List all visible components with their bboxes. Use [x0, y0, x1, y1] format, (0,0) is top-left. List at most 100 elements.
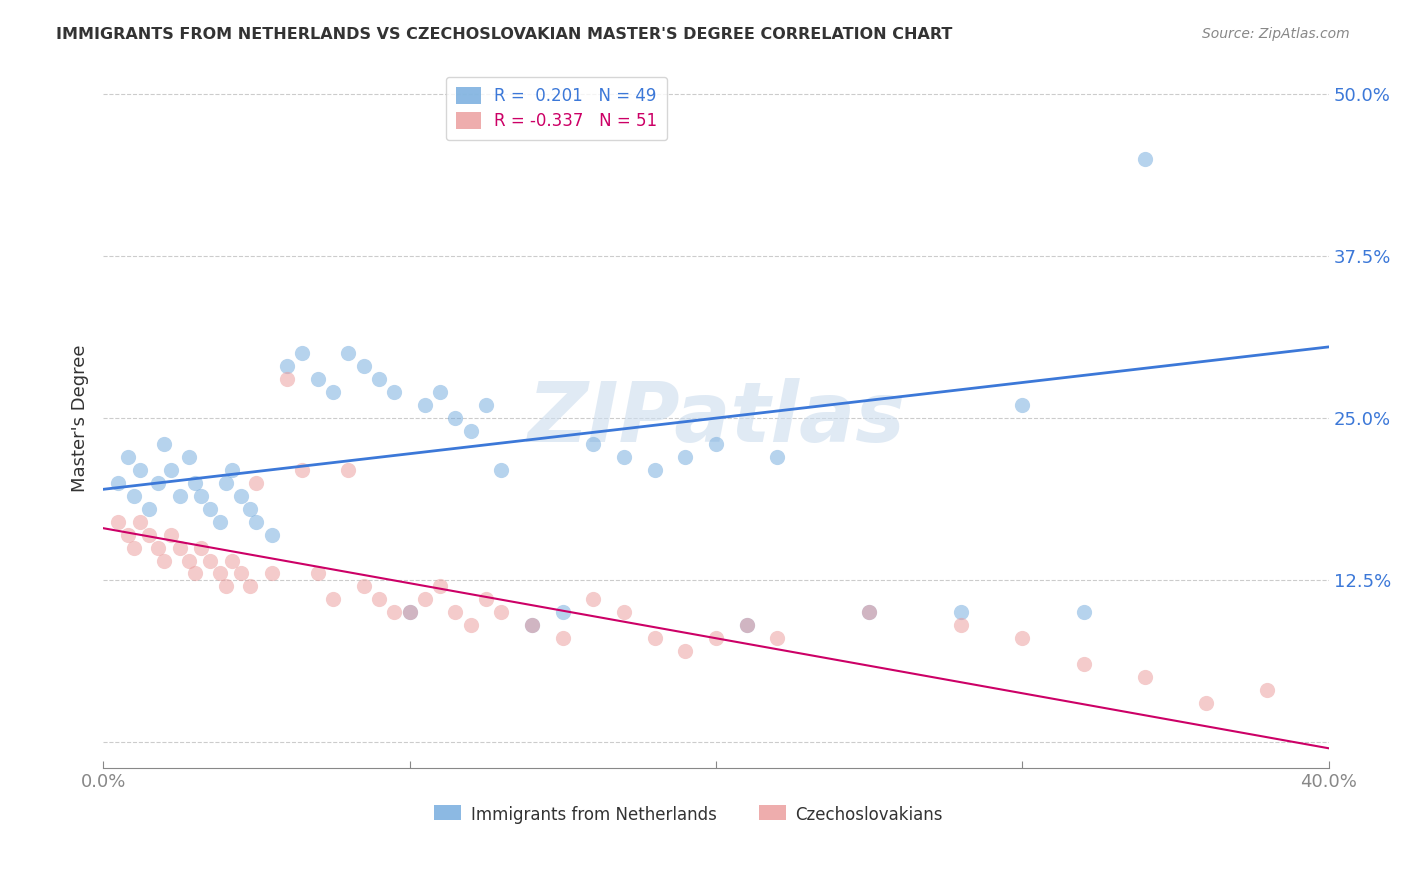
Point	[413, 398, 436, 412]
Point	[138, 501, 160, 516]
Point	[107, 515, 129, 529]
Point	[208, 515, 231, 529]
Point	[184, 475, 207, 490]
Point	[129, 463, 152, 477]
Point	[291, 463, 314, 477]
Point	[260, 566, 283, 581]
Point	[644, 631, 666, 645]
Point	[460, 618, 482, 632]
Point	[169, 489, 191, 503]
Point	[950, 605, 973, 619]
Point	[704, 631, 727, 645]
Point	[704, 437, 727, 451]
Point	[367, 592, 389, 607]
Point	[129, 515, 152, 529]
Legend: R =  0.201   N = 49, R = -0.337   N = 51: R = 0.201 N = 49, R = -0.337 N = 51	[446, 77, 668, 140]
Point	[858, 605, 880, 619]
Point	[122, 489, 145, 503]
Point	[673, 644, 696, 658]
Point	[229, 566, 252, 581]
Point	[766, 450, 789, 464]
Point	[613, 605, 636, 619]
Text: Source: ZipAtlas.com: Source: ZipAtlas.com	[1202, 27, 1350, 41]
Point	[551, 631, 574, 645]
Point	[475, 592, 498, 607]
Point	[429, 579, 451, 593]
Point	[122, 541, 145, 555]
Point	[1073, 605, 1095, 619]
Point	[429, 385, 451, 400]
Point	[190, 541, 212, 555]
Point	[337, 463, 360, 477]
Point	[520, 618, 543, 632]
Point	[950, 618, 973, 632]
Point	[200, 553, 222, 567]
Point	[1011, 398, 1033, 412]
Point	[766, 631, 789, 645]
Point	[307, 566, 329, 581]
Bar	[434, 805, 461, 820]
Text: ZIPatlas: ZIPatlas	[527, 377, 905, 458]
Text: IMMIGRANTS FROM NETHERLANDS VS CZECHOSLOVAKIAN MASTER'S DEGREE CORRELATION CHART: IMMIGRANTS FROM NETHERLANDS VS CZECHOSLO…	[56, 27, 953, 42]
Point	[159, 527, 181, 541]
Point	[413, 592, 436, 607]
Point	[444, 411, 467, 425]
Point	[735, 618, 758, 632]
Point	[858, 605, 880, 619]
Point	[491, 605, 513, 619]
Point	[153, 553, 176, 567]
Point	[582, 437, 605, 451]
Point	[117, 450, 139, 464]
Point	[491, 463, 513, 477]
Point	[353, 579, 375, 593]
Point	[117, 527, 139, 541]
Point	[190, 489, 212, 503]
Point	[1133, 670, 1156, 684]
Point	[460, 424, 482, 438]
Point	[1073, 657, 1095, 672]
Point	[367, 372, 389, 386]
Point	[1011, 631, 1033, 645]
Point	[245, 515, 267, 529]
Point	[644, 463, 666, 477]
Point	[382, 605, 405, 619]
Text: Immigrants from Netherlands: Immigrants from Netherlands	[471, 806, 717, 824]
Point	[398, 605, 420, 619]
Point	[1195, 696, 1218, 710]
Point	[184, 566, 207, 581]
Point	[159, 463, 181, 477]
Point	[322, 592, 344, 607]
Point	[239, 501, 262, 516]
Point	[291, 346, 314, 360]
Text: Czechoslovakians: Czechoslovakians	[796, 806, 943, 824]
Point	[322, 385, 344, 400]
Point	[735, 618, 758, 632]
Point	[276, 372, 298, 386]
Point	[673, 450, 696, 464]
Point	[153, 437, 176, 451]
Bar	[759, 805, 786, 820]
Point	[138, 527, 160, 541]
Point	[1256, 683, 1278, 698]
Point	[1133, 152, 1156, 166]
Point	[169, 541, 191, 555]
Point	[229, 489, 252, 503]
Point	[276, 359, 298, 374]
Point	[148, 475, 170, 490]
Point	[221, 463, 243, 477]
Point	[148, 541, 170, 555]
Point	[337, 346, 360, 360]
Point	[260, 527, 283, 541]
Y-axis label: Master's Degree: Master's Degree	[72, 344, 89, 491]
Point	[307, 372, 329, 386]
Point	[177, 450, 200, 464]
Point	[107, 475, 129, 490]
Point	[444, 605, 467, 619]
Point	[382, 385, 405, 400]
Point	[221, 553, 243, 567]
Point	[582, 592, 605, 607]
Point	[239, 579, 262, 593]
Point	[215, 475, 238, 490]
Point	[215, 579, 238, 593]
Point	[245, 475, 267, 490]
